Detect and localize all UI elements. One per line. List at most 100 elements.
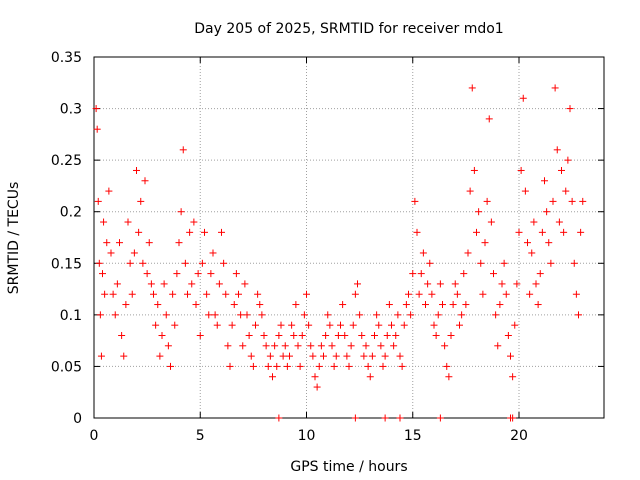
data-point	[460, 270, 468, 278]
data-point	[345, 362, 353, 370]
data-point	[175, 239, 183, 247]
data-point	[264, 362, 272, 370]
data-point	[288, 321, 296, 329]
data-point	[392, 331, 400, 339]
data-point	[500, 259, 508, 267]
data-point	[373, 311, 381, 319]
data-point	[521, 187, 529, 195]
data-point	[396, 352, 404, 360]
data-point	[379, 362, 387, 370]
data-point	[156, 352, 164, 360]
data-point	[186, 228, 194, 236]
data-point	[575, 311, 582, 319]
data-point	[107, 249, 115, 257]
data-point	[326, 321, 334, 329]
x-tick-label: 10	[298, 428, 316, 444]
data-point	[122, 301, 130, 309]
data-point	[447, 331, 455, 339]
data-point	[260, 331, 268, 339]
data-point	[511, 321, 519, 329]
data-point	[377, 342, 385, 350]
data-point	[152, 321, 160, 329]
data-point	[538, 228, 546, 236]
data-point	[247, 352, 255, 360]
x-tick-label: 5	[196, 428, 205, 444]
data-point	[411, 197, 419, 205]
data-point	[330, 362, 338, 370]
data-point	[135, 228, 143, 236]
data-point	[99, 270, 106, 278]
data-point	[349, 321, 357, 329]
data-point	[485, 115, 493, 123]
data-point	[558, 166, 565, 174]
data-point	[358, 331, 366, 339]
data-point	[487, 218, 495, 226]
data-point	[205, 311, 213, 319]
data-point	[224, 342, 232, 350]
data-point	[422, 301, 429, 309]
data-point	[194, 270, 202, 278]
y-tick-label: 0.1	[60, 308, 82, 324]
data-point	[445, 373, 453, 381]
plot-frame	[93, 56, 605, 419]
data-point	[188, 280, 196, 288]
chart-title: Day 205 of 2025, SRMTID for receiver mdo…	[194, 21, 503, 37]
data-point	[232, 270, 240, 278]
data-point	[534, 301, 542, 309]
y-tick-label: 0.25	[51, 153, 82, 169]
data-point	[383, 331, 391, 339]
data-point	[502, 290, 510, 298]
data-point	[543, 208, 551, 216]
data-point	[228, 321, 236, 329]
y-axis-label: SRMTID / TECUs	[6, 182, 22, 295]
data-point	[536, 270, 544, 278]
data-point	[473, 228, 480, 236]
data-point	[468, 84, 476, 92]
data-point	[320, 352, 327, 360]
data-point	[164, 342, 172, 350]
data-point	[277, 321, 285, 329]
x-tick-label: 0	[90, 428, 99, 444]
data-point	[286, 352, 293, 360]
data-point	[222, 290, 230, 298]
data-point	[381, 352, 389, 360]
data-point	[555, 218, 563, 226]
x-tick-label: 20	[510, 428, 528, 444]
data-point	[366, 373, 374, 381]
data-point	[147, 280, 155, 288]
data-point	[441, 342, 449, 350]
data-point	[568, 197, 576, 205]
data-point	[339, 301, 347, 309]
data-point	[481, 239, 489, 247]
data-point	[415, 290, 423, 298]
data-point	[343, 352, 351, 360]
data-point	[371, 331, 378, 339]
data-point	[375, 321, 383, 329]
data-point	[334, 331, 342, 339]
data-point	[398, 362, 406, 370]
data-point	[311, 373, 319, 381]
data-point	[547, 259, 555, 267]
data-point	[490, 270, 497, 278]
data-point	[94, 197, 102, 205]
data-point	[179, 146, 187, 154]
data-point	[96, 311, 104, 319]
y-tick-label: 0.35	[51, 50, 82, 66]
data-point	[226, 362, 234, 370]
data-point	[303, 290, 310, 298]
data-point	[317, 342, 325, 350]
data-point	[496, 301, 504, 309]
data-point	[498, 280, 506, 288]
data-point	[190, 218, 198, 226]
data-point	[449, 301, 457, 309]
data-point	[528, 249, 536, 257]
data-point	[154, 301, 162, 309]
scatter-points	[92, 84, 587, 422]
data-point	[275, 331, 283, 339]
data-point	[139, 259, 147, 267]
data-point	[560, 228, 568, 236]
data-point	[160, 280, 168, 288]
data-point	[300, 311, 308, 319]
plot-border	[93, 56, 605, 419]
